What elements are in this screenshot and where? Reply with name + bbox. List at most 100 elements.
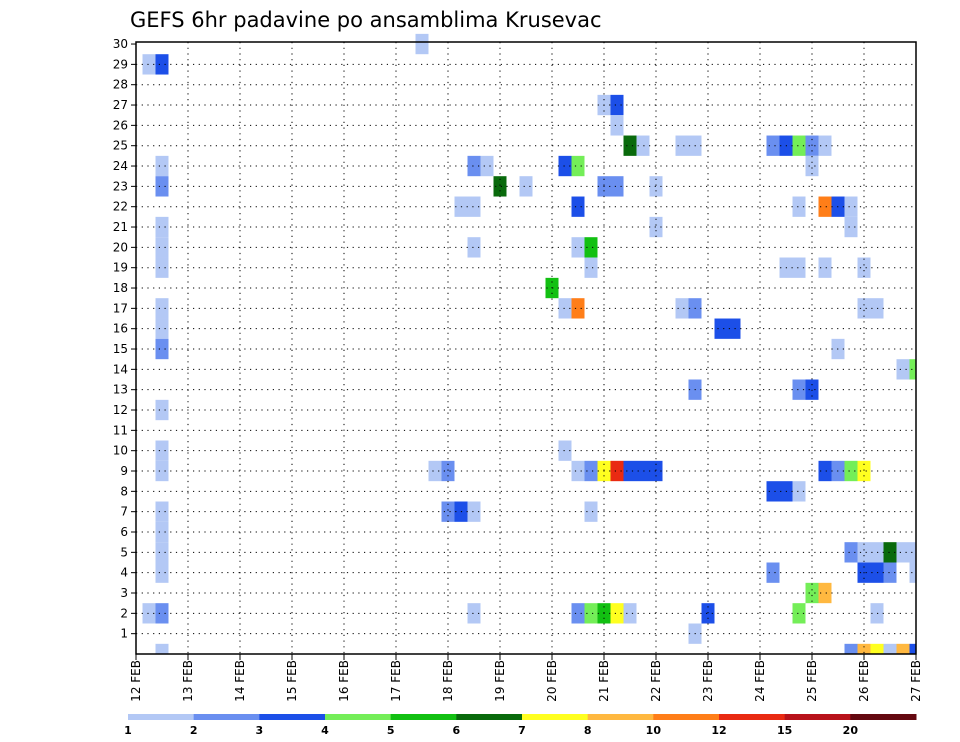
- heatmap-cell: [792, 135, 806, 156]
- y-tick-label: 20: [113, 240, 128, 254]
- heatmap-cell: [584, 257, 598, 278]
- heatmap-cells: [142, 33, 916, 654]
- heatmap-cell: [584, 501, 598, 522]
- y-tick-label: 3: [120, 586, 128, 600]
- heatmap-cell: [467, 603, 481, 624]
- heatmap-cell: [818, 257, 832, 278]
- gridlines: [136, 42, 916, 654]
- heatmap-cell: [155, 318, 169, 339]
- colorbar-swatch: [390, 714, 457, 720]
- colorbar-swatch: [719, 714, 786, 720]
- heatmap-cell: [792, 481, 806, 502]
- heatmap-cell: [857, 542, 871, 563]
- colorbar-swatch: [128, 714, 195, 720]
- heatmap-cell: [155, 298, 169, 319]
- heatmap-cell: [909, 359, 916, 380]
- y-tick-label: 25: [113, 139, 128, 153]
- heatmap-cell: [857, 298, 871, 319]
- heatmap-cell: [844, 643, 858, 654]
- y-tick-label: 12: [113, 403, 128, 417]
- y-tick-label: 30: [113, 37, 128, 51]
- x-tick-label: 24 FEB: [753, 660, 767, 702]
- x-tick-label: 27 FEB: [909, 660, 923, 702]
- colorbar-swatch: [456, 714, 523, 720]
- heatmap-cell: [155, 338, 169, 360]
- x-tick-label: 26 FEB: [857, 660, 871, 702]
- heatmap-cell: [155, 521, 169, 543]
- heatmap-cell: [155, 237, 169, 258]
- heatmap-cell: [870, 643, 884, 654]
- heatmap-cell: [909, 542, 916, 563]
- x-tick-label: 21 FEB: [597, 660, 611, 702]
- heatmap-cell: [675, 135, 689, 156]
- heatmap-cell: [896, 359, 910, 380]
- heatmap-cell: [142, 603, 156, 624]
- x-axis: 12 FEB 13 FEB 14 FEB 15 FEB 16 FEB 17 FEB 18 F…: [129, 654, 923, 702]
- x-tick-label: 13 FEB: [181, 660, 195, 702]
- x-tick-label: 16 FEB: [337, 660, 351, 702]
- heatmap-cell: [584, 603, 598, 624]
- heatmap-cell: [818, 135, 832, 156]
- heatmap-cell: [467, 155, 481, 177]
- colorbar-swatch: [587, 714, 654, 720]
- heatmap-cell: [155, 643, 169, 654]
- heatmap-cell: [857, 643, 871, 654]
- heatmap-cell: [415, 33, 429, 55]
- heatmap-cell: [909, 562, 916, 583]
- heatmap-cell: [155, 603, 169, 624]
- heatmap-cell: [675, 298, 689, 319]
- colorbar-swatch: [653, 714, 720, 720]
- heatmap-cell: [818, 582, 832, 604]
- heatmap-cell: [805, 379, 819, 400]
- heatmap-cell: [467, 237, 481, 258]
- y-tick-label: 22: [113, 200, 128, 214]
- x-tick-label: 12 FEB: [129, 660, 143, 702]
- colorbar-label: 12: [711, 724, 726, 737]
- heatmap-cell: [883, 542, 897, 563]
- heatmap-cell: [584, 460, 598, 482]
- heatmap-cell: [155, 216, 169, 238]
- colorbar-swatch: [784, 714, 851, 720]
- colorbar-swatch: [522, 714, 589, 720]
- colorbar-label: 2: [190, 724, 198, 737]
- heatmap-cell: [558, 298, 572, 319]
- heatmap-cell: [896, 542, 910, 563]
- heatmap-cell: [714, 318, 728, 339]
- heatmap-cell: [623, 603, 637, 624]
- colorbar-label: 20: [843, 724, 859, 737]
- heatmap-cell: [155, 176, 169, 197]
- y-axis: 1234567891011121314151617181920212223242…: [113, 37, 136, 641]
- y-tick-label: 26: [113, 118, 128, 132]
- colorbar-label: 8: [584, 724, 592, 737]
- heatmap-cell: [155, 399, 169, 421]
- heatmap-cell: [571, 155, 585, 177]
- heatmap-cell: [792, 257, 806, 278]
- heatmap-cell: [883, 643, 897, 654]
- heatmap-cell: [467, 501, 481, 522]
- heatmap-cell: [467, 196, 481, 217]
- y-tick-label: 14: [113, 362, 128, 376]
- x-tick-label: 22 FEB: [649, 660, 663, 702]
- y-tick-label: 17: [113, 301, 128, 315]
- heatmap-cell: [623, 460, 637, 482]
- x-tick-label: 20 FEB: [545, 660, 559, 702]
- heatmap-cell: [441, 501, 455, 522]
- heatmap-cell: [155, 460, 169, 482]
- y-tick-label: 29: [113, 57, 128, 71]
- heatmap-cell: [818, 196, 832, 217]
- colorbar-label: 3: [256, 724, 264, 737]
- colorbar-swatch: [259, 714, 326, 720]
- heatmap-cell: [428, 460, 442, 482]
- y-tick-label: 9: [120, 464, 128, 478]
- heatmap-cell: [636, 135, 650, 156]
- heatmap-cell: [610, 115, 624, 136]
- colorbar-label: 4: [321, 724, 329, 737]
- y-tick-label: 10: [113, 444, 128, 458]
- heatmap-cell: [792, 603, 806, 624]
- y-tick-label: 13: [113, 383, 128, 397]
- colorbar-label: 1: [124, 724, 132, 737]
- heatmap-cell: [844, 196, 858, 217]
- heatmap-cell: [805, 155, 819, 177]
- heatmap-cell: [519, 176, 533, 197]
- y-tick-label: 21: [113, 220, 128, 234]
